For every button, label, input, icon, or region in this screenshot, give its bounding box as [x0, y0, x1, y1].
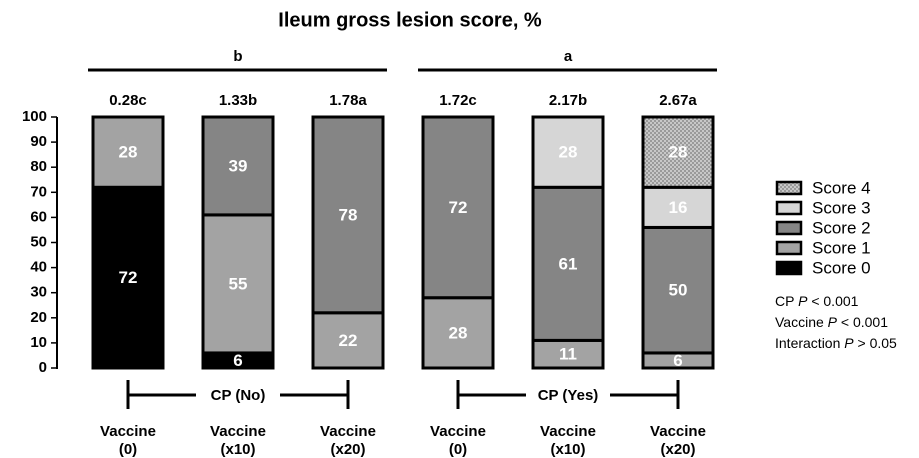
x-tick-label: (x20) — [660, 441, 695, 458]
y-tick-label: 20 — [30, 309, 47, 326]
stat-p: P — [828, 314, 838, 330]
chart-title: Ileum gross lesion score, % — [278, 9, 542, 31]
legend-label: Score 0 — [812, 258, 871, 277]
cp-label-bg — [196, 385, 280, 405]
legend-swatch — [775, 240, 803, 256]
y-tick-label: 100 — [22, 108, 47, 125]
stat-pre: Interaction — [775, 335, 844, 351]
data-label: 16 — [669, 198, 688, 217]
bar-segment — [91, 185, 165, 370]
bar-segment — [311, 115, 385, 315]
y-tick-label: 10 — [30, 334, 47, 351]
stat-note: CP P < 0.001 — [775, 293, 859, 309]
cp-label: CP (No) — [211, 387, 266, 404]
bar-segment — [641, 115, 715, 189]
stat-pre: Vaccine — [775, 314, 828, 330]
stat-post: < 0.001 — [837, 314, 888, 330]
y-tick-label: 40 — [30, 259, 47, 276]
x-tick-label: Vaccine — [540, 423, 596, 440]
y-tick-label: 90 — [30, 133, 47, 150]
cp-label: CP (Yes) — [538, 387, 599, 404]
x-tick-label: (x10) — [220, 441, 255, 458]
stat-post: < 0.001 — [807, 293, 858, 309]
y-tick-label: 60 — [30, 208, 47, 225]
x-tick-label: (0) — [119, 441, 137, 458]
group-letter: b — [233, 48, 242, 65]
legend-label: Score 2 — [812, 218, 871, 237]
bar-segment — [201, 213, 275, 355]
data-label: 6 — [673, 351, 682, 370]
data-label: 61 — [559, 254, 578, 273]
stat-note: Interaction P > 0.05 — [775, 335, 897, 351]
bar-segment — [531, 185, 605, 342]
y-tick-label: 30 — [30, 284, 47, 301]
legend-swatch — [775, 260, 803, 276]
x-tick-label: Vaccine — [100, 423, 156, 440]
x-tick-label: Vaccine — [430, 423, 486, 440]
top-label: 2.17b — [549, 92, 587, 109]
data-label: 78 — [339, 205, 358, 224]
legend-swatch — [775, 200, 803, 216]
bar-segment — [201, 115, 275, 217]
data-label: 11 — [559, 345, 577, 364]
x-tick-label: (x20) — [330, 441, 365, 458]
legend-swatch — [775, 180, 803, 196]
x-tick-label: (x10) — [550, 441, 585, 458]
data-label: 39 — [229, 156, 248, 175]
legend-label: Score 3 — [812, 198, 871, 217]
top-label: 1.72c — [439, 92, 477, 109]
x-tick-label: Vaccine — [320, 423, 376, 440]
bar-segment — [531, 115, 605, 189]
x-tick-label: Vaccine — [650, 423, 706, 440]
legend-label: Score 4 — [812, 178, 871, 197]
top-label: 0.28c — [109, 92, 147, 109]
legend-label: Score 1 — [812, 238, 871, 257]
bar-segment — [421, 115, 495, 300]
data-label: 28 — [669, 143, 688, 162]
stat-p: P — [844, 335, 854, 351]
y-tick-label: 50 — [30, 233, 47, 250]
y-tick-label: 70 — [30, 183, 47, 200]
data-label: 72 — [119, 268, 138, 287]
legend-swatch — [775, 220, 803, 236]
x-tick-label: Vaccine — [210, 423, 266, 440]
stat-p: P — [798, 293, 808, 309]
data-label: 6 — [233, 351, 242, 370]
stat-post: > 0.05 — [854, 335, 897, 351]
top-label: 1.78a — [329, 92, 367, 109]
y-tick-label: 0 — [39, 359, 47, 376]
data-label: 50 — [669, 281, 688, 300]
y-tick-label: 80 — [30, 158, 47, 175]
data-label: 28 — [449, 323, 468, 342]
data-label: 72 — [449, 198, 468, 217]
bar-segment — [91, 115, 165, 189]
top-label: 1.33b — [219, 92, 257, 109]
data-label: 28 — [119, 143, 138, 162]
x-tick-label: (0) — [449, 441, 467, 458]
cp-label-bg — [526, 385, 610, 405]
data-label: 55 — [229, 274, 248, 293]
data-label: 28 — [559, 143, 578, 162]
data-label: 22 — [339, 331, 358, 350]
stat-note: Vaccine P < 0.001 — [775, 314, 888, 330]
top-label: 2.67a — [659, 92, 697, 109]
group-letter: a — [564, 48, 573, 65]
stat-pre: CP — [775, 293, 798, 309]
